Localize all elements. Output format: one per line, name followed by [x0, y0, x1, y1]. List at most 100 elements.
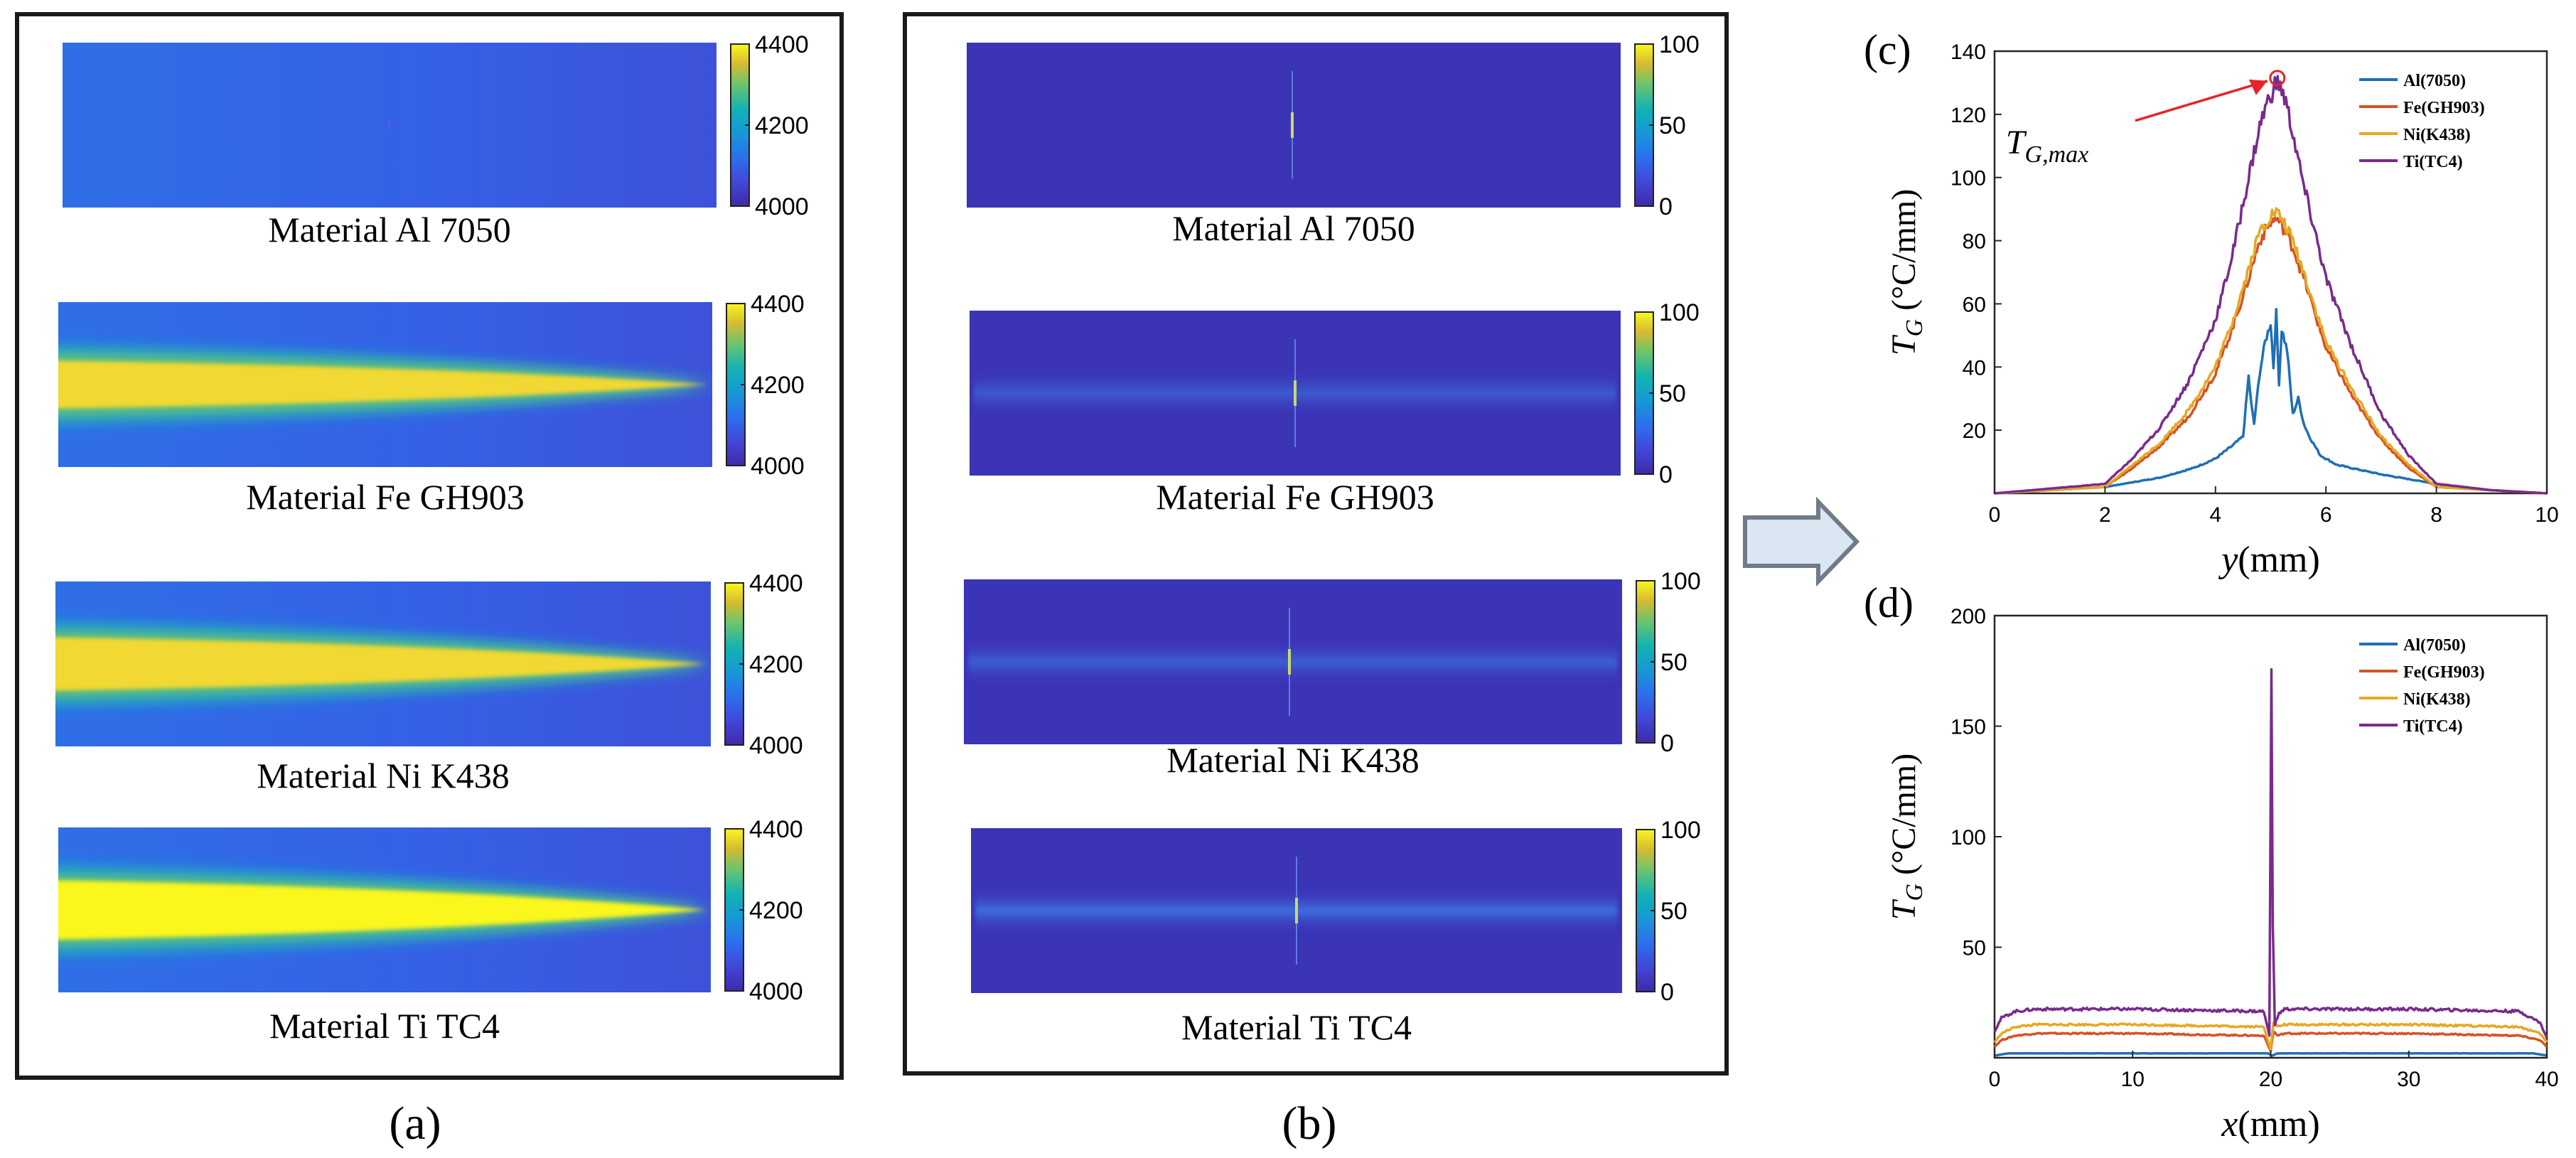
- x-axis-label: x(mm): [2221, 1104, 2320, 1144]
- y-tick-label: 100: [1950, 167, 1986, 191]
- panel-a-frame: [15, 12, 844, 1080]
- colorbar-tick-label: 4200: [749, 651, 803, 678]
- y-tick-label: 150: [1950, 716, 1986, 739]
- legend-entry: Fe(GH903): [2403, 663, 2485, 682]
- chart-d: 0 10 20 30 40 50 100 150 200 Al(7050) Fe(GH903) Ni(…: [1864, 579, 2559, 1144]
- legend-entry: Fe(GH903): [2403, 99, 2485, 117]
- map-caption: Material Fe GH903: [1156, 477, 1434, 517]
- colorbar-tick-label: 0: [1660, 979, 1674, 1006]
- colorbar-tick-label: 50: [1659, 380, 1686, 407]
- colorbar-tick-label: 4400: [749, 570, 803, 597]
- source-point: [1294, 380, 1297, 406]
- x-axis-label: y(mm): [2218, 540, 2320, 580]
- colorbar-tick-label: 4400: [749, 816, 803, 843]
- x-tick-label: 8: [2430, 503, 2442, 527]
- colorbar-tick-label: 0: [1660, 730, 1674, 757]
- colorbar-tick-label: 4200: [749, 897, 803, 924]
- y-tick-label: 100: [1950, 826, 1986, 849]
- x-tick-label: 0: [1989, 1068, 2001, 1091]
- y-tick-label: 60: [1963, 293, 1986, 316]
- y-tick-label: 50: [1963, 937, 1986, 960]
- legend-entry: Ti(TC4): [2403, 717, 2463, 736]
- colorbar-tick-label: 0: [1659, 461, 1673, 488]
- x-tick-label: 4: [2209, 503, 2221, 527]
- colorbar-tick-label: 4200: [755, 112, 809, 139]
- colorbar-tick-label: 100: [1659, 31, 1700, 58]
- x-tick-label: 6: [2320, 503, 2332, 527]
- y-axis-label: TG (°C/mm): [1885, 754, 1928, 920]
- colorbar-tick-label: 4000: [749, 732, 803, 759]
- y-tick-label: 200: [1950, 605, 1986, 628]
- panel-b-frame: [903, 12, 1729, 1076]
- colorbar-tick-label: 100: [1660, 817, 1701, 844]
- series-line-ti: [1993, 668, 2548, 1039]
- colorbar-tick-label: 0: [1659, 193, 1673, 220]
- legend-box: [2355, 65, 2540, 185]
- colorbar-tick-label: 4000: [755, 193, 809, 220]
- source-point: [388, 119, 391, 131]
- heatmap-a-4: 4400 4200 4000 Material Ti TC4: [58, 816, 803, 1046]
- plume-core: [58, 880, 707, 940]
- heatmap-b-2: 100 50 0 Material Fe GH903: [970, 299, 1700, 517]
- y-tick-label: 140: [1950, 41, 1986, 64]
- panel-label: (d): [1864, 579, 1914, 626]
- panel-b: 100 50 0 Material Al 7050 100 50 0 Material Fe …: [903, 12, 1729, 1149]
- map-caption: Material Ni K438: [1166, 740, 1419, 780]
- chart-c: 0 2 4 6 8 10 20 40 60 80 100 120 140 Al(7050) Fe(GH903…: [1864, 26, 2559, 580]
- heatmap-b-4: 100 50 0 Material Ti TC4: [971, 817, 1701, 1047]
- heatmap-b-1: 100 50 0 Material Al 7050: [967, 31, 1700, 248]
- x-tick-label: 20: [2259, 1068, 2282, 1091]
- x-tick-label: 30: [2397, 1068, 2420, 1091]
- source-point: [1295, 898, 1298, 923]
- plume-core: [55, 637, 707, 691]
- colorbar-tick-label: 100: [1659, 299, 1700, 326]
- x-tick-label: 0: [1989, 503, 2001, 527]
- plume-core: [58, 360, 708, 409]
- map-caption: Material Al 7050: [1172, 208, 1415, 248]
- x-tick-label: 2: [2099, 503, 2111, 527]
- series-line-ti: [1994, 75, 2548, 495]
- y-tick-label: 20: [1963, 419, 1986, 443]
- colorbar-tick-label: 50: [1659, 112, 1686, 139]
- heatmap-b-3: 100 50 0 Material Ni K438: [964, 568, 1701, 780]
- map-caption: Material Fe GH903: [246, 477, 525, 517]
- panel-label: (c): [1864, 26, 1911, 73]
- heatmap-a-2: 4400 4200 4000 Material Fe GH903: [58, 291, 805, 517]
- legend-entry: Ni(K438): [2403, 690, 2471, 709]
- y-tick-label: 80: [1963, 230, 1986, 254]
- legend-entry: Al(7050): [2403, 636, 2466, 655]
- colorbar-tick-label: 50: [1660, 649, 1687, 676]
- colorbar-tick-label: 4000: [751, 453, 805, 480]
- x-tick-label: 40: [2535, 1068, 2558, 1091]
- colorbar-tick-label: 4200: [751, 372, 805, 399]
- heatmap-a-1: 4400 4200 4000 Material Al 7050: [63, 31, 809, 250]
- annotation-arrow: [2135, 80, 2268, 122]
- legend-entry: Al(7050): [2403, 72, 2466, 90]
- source-point: [1288, 649, 1291, 675]
- series-line-ni: [1993, 1021, 2548, 1051]
- panel-b-label: (b): [1282, 1098, 1337, 1149]
- panel-a-label: (a): [389, 1098, 441, 1149]
- legend-entry: Ti(TC4): [2403, 153, 2463, 171]
- map-caption: Material Al 7050: [268, 210, 511, 250]
- annotation-label: TG,max: [2006, 124, 2088, 168]
- heatmap-a-3: 4400 4200 4000 Material Ni K438: [55, 570, 803, 795]
- x-tick-label: 10: [2121, 1068, 2145, 1091]
- gradient-band: [968, 637, 1618, 687]
- legend-entry: Ni(K438): [2403, 126, 2471, 144]
- colorbar-tick-label: 50: [1660, 898, 1687, 925]
- max-marker: [2269, 70, 2286, 87]
- source-point: [1291, 112, 1294, 138]
- annotation-arrowhead: [2248, 79, 2268, 95]
- colorbar-tick-label: 4000: [749, 978, 803, 1005]
- colorbar-tick-label: 4400: [755, 31, 809, 58]
- map-caption: Material Ni K438: [257, 756, 509, 795]
- arrow-right-icon: [1743, 496, 1860, 587]
- panel-a: 4400 4200 4000 Material Al 7050 4400 4200 4000…: [15, 12, 844, 1149]
- y-tick-label: 120: [1950, 104, 1986, 127]
- y-tick-label: 40: [1963, 356, 1986, 380]
- series-line-ni: [1994, 207, 2548, 495]
- colorbar-tick-label: 4400: [751, 291, 805, 318]
- colorbar-tick-label: 100: [1660, 568, 1701, 595]
